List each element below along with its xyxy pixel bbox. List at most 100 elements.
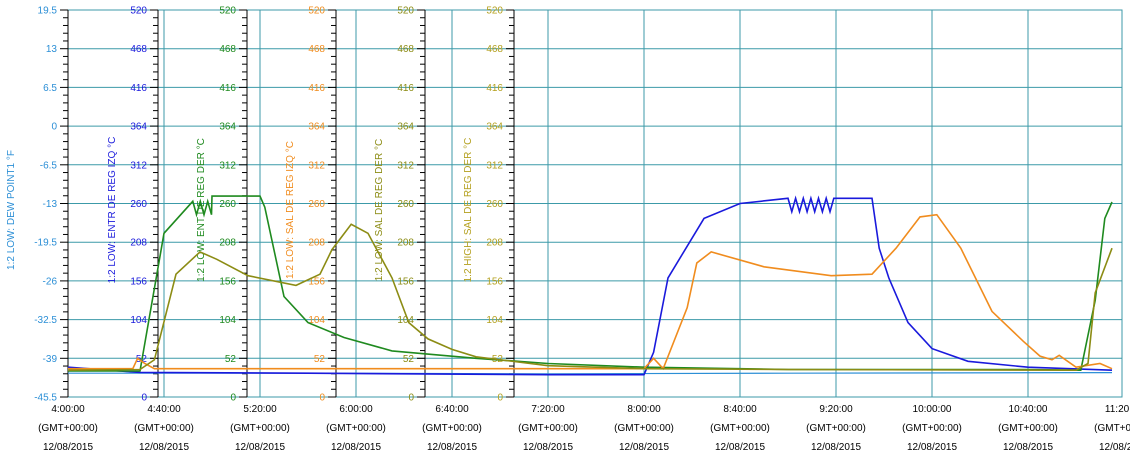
y-tick-label: 156 [130, 276, 147, 287]
y-tick-label: 260 [397, 199, 414, 210]
y-axis-title: 1:2 HIGH: SAL DE REG DER °C [463, 138, 474, 283]
y-tick-label: 104 [308, 315, 325, 326]
x-tick-time: 4:40:00 [147, 404, 181, 415]
y-tick-label: -39 [43, 354, 58, 365]
y-tick-label: 104 [397, 315, 414, 326]
y-tick-label: 312 [219, 160, 236, 171]
x-tick-timezone: (GMT+00:00) [230, 423, 290, 434]
y-tick-label: 260 [308, 199, 325, 210]
x-tick-date: 12/08/2015 [43, 442, 93, 453]
y-tick-label: 312 [130, 160, 147, 171]
y-tick-label: 52 [225, 354, 237, 365]
series-line [67, 195, 1113, 376]
x-tick-date: 12/08/2015 [1099, 442, 1130, 453]
y-tick-label: 0 [408, 393, 414, 404]
y-tick-label: -26 [43, 276, 58, 287]
x-tick-time: 10:00:00 [913, 404, 952, 415]
x-tick-timezone: (GMT+00:00) [614, 423, 674, 434]
y-tick-label: 0 [141, 393, 147, 404]
y-tick-label: 52 [403, 354, 415, 365]
x-tick-time: 8:40:00 [723, 404, 757, 415]
x-tick-time: 11:20:00 [1105, 404, 1130, 415]
x-tick-timezone: (GMT+00:00) [38, 423, 98, 434]
x-tick-date: 12/08/2015 [523, 442, 573, 453]
x-axis-ticks: 4:00:00 (GMT+00:00) 12/08/2015 4:40:00 (GMT+… [38, 404, 1130, 453]
y-tick-label: 364 [130, 122, 147, 133]
y-tick-label: 416 [308, 83, 325, 94]
x-tick-date: 12/08/2015 [139, 442, 189, 453]
y-tick-label: 13 [46, 44, 58, 55]
y-tick-label: 0 [497, 393, 503, 404]
y-tick-label: 52 [314, 354, 326, 365]
y-axis-title: 1:2 LOW: DEW POINT1 °F [6, 150, 17, 270]
y-tick-label: -6.5 [40, 160, 58, 171]
y-tick-label: 6.5 [43, 83, 57, 94]
y-tick-label: 104 [486, 315, 503, 326]
y-tick-label: 260 [486, 199, 503, 210]
y-tick-label: 208 [308, 238, 325, 249]
x-tick-timezone: (GMT+00:00) [902, 423, 962, 434]
y-tick-label: 364 [486, 122, 503, 133]
x-tick-timezone: (GMT+00:00) [1094, 423, 1130, 434]
y-tick-label: 104 [219, 315, 236, 326]
x-tick-date: 12/08/2015 [427, 442, 477, 453]
y-tick-label: 520 [397, 6, 414, 17]
y-tick-label: 208 [397, 238, 414, 249]
x-tick-date: 12/08/2015 [619, 442, 669, 453]
x-tick-timezone: (GMT+00:00) [134, 423, 194, 434]
x-tick-date: 12/08/2015 [331, 442, 381, 453]
y-tick-label: 416 [130, 83, 147, 94]
x-tick-timezone: (GMT+00:00) [518, 423, 578, 434]
y-tick-label: 364 [397, 122, 414, 133]
y-tick-label: 0 [319, 393, 325, 404]
y-tick-label: 416 [486, 83, 503, 94]
y-tick-label: 208 [130, 238, 147, 249]
y-axis-title: 1:2 LOW: ENT DE REG DER °C [196, 138, 207, 282]
y-axis-title: 1:2 LOW: ENTR DE REG IZQ °C [107, 137, 118, 284]
x-tick-time: 9:20:00 [819, 404, 853, 415]
y-tick-label: 156 [486, 276, 503, 287]
y-tick-label: 468 [130, 44, 147, 55]
y-tick-label: 208 [219, 238, 236, 249]
x-tick-timezone: (GMT+00:00) [710, 423, 770, 434]
series-line [68, 213, 1113, 371]
y-tick-label: -13 [43, 199, 58, 210]
y-tick-label: 104 [130, 315, 147, 326]
x-tick-timezone: (GMT+00:00) [422, 423, 482, 434]
y-tick-label: 468 [486, 44, 503, 55]
y-tick-label: 468 [397, 44, 414, 55]
y-axis-title: 1:2 LOW: SAL DE REG IZQ °C [285, 141, 296, 279]
x-tick-date: 12/08/2015 [235, 442, 285, 453]
y-tick-label: -45.5 [34, 393, 57, 404]
x-tick-timezone: (GMT+00:00) [806, 423, 866, 434]
y-tick-label: 416 [219, 83, 236, 94]
x-tick-timezone: (GMT+00:00) [998, 423, 1058, 434]
y-tick-label: -32.5 [34, 315, 57, 326]
x-tick-timezone: (GMT+00:00) [326, 423, 386, 434]
y-tick-label: 312 [308, 160, 325, 171]
y-tick-label: 156 [219, 276, 236, 287]
x-tick-date: 12/08/2015 [907, 442, 957, 453]
y-tick-label: 520 [486, 6, 503, 17]
y-tick-label: 19.5 [38, 6, 58, 17]
series-line [67, 223, 1113, 372]
y-tick-label: 468 [219, 44, 236, 55]
y-tick-label: 416 [397, 83, 414, 94]
x-tick-date: 12/08/2015 [1003, 442, 1053, 453]
x-tick-time: 7:20:00 [531, 404, 565, 415]
y-tick-label: 0 [230, 393, 236, 404]
x-tick-time: 8:00:00 [627, 404, 661, 415]
x-tick-time: 5:20:00 [243, 404, 277, 415]
axis-labels: 1:2 LOW: DEW POINT1 °F 1:2 LOW: ENTR DE R… [6, 137, 474, 284]
y-tick-label: 0 [51, 122, 57, 133]
x-tick-date: 12/08/2015 [715, 442, 765, 453]
y-tick-label: 156 [308, 276, 325, 287]
y-tick-label: -19.5 [34, 238, 57, 249]
y-tick-label: 312 [397, 160, 414, 171]
y-tick-label: 520 [219, 6, 236, 17]
axes: 19.5 13 6.5 0 -6.5 -13 -19.5 -26 -32.5 -39 -45.5 52… [34, 6, 515, 404]
y-tick-label: 260 [219, 199, 236, 210]
x-tick-time: 4:00:00 [51, 404, 85, 415]
series-lines [67, 195, 1113, 376]
